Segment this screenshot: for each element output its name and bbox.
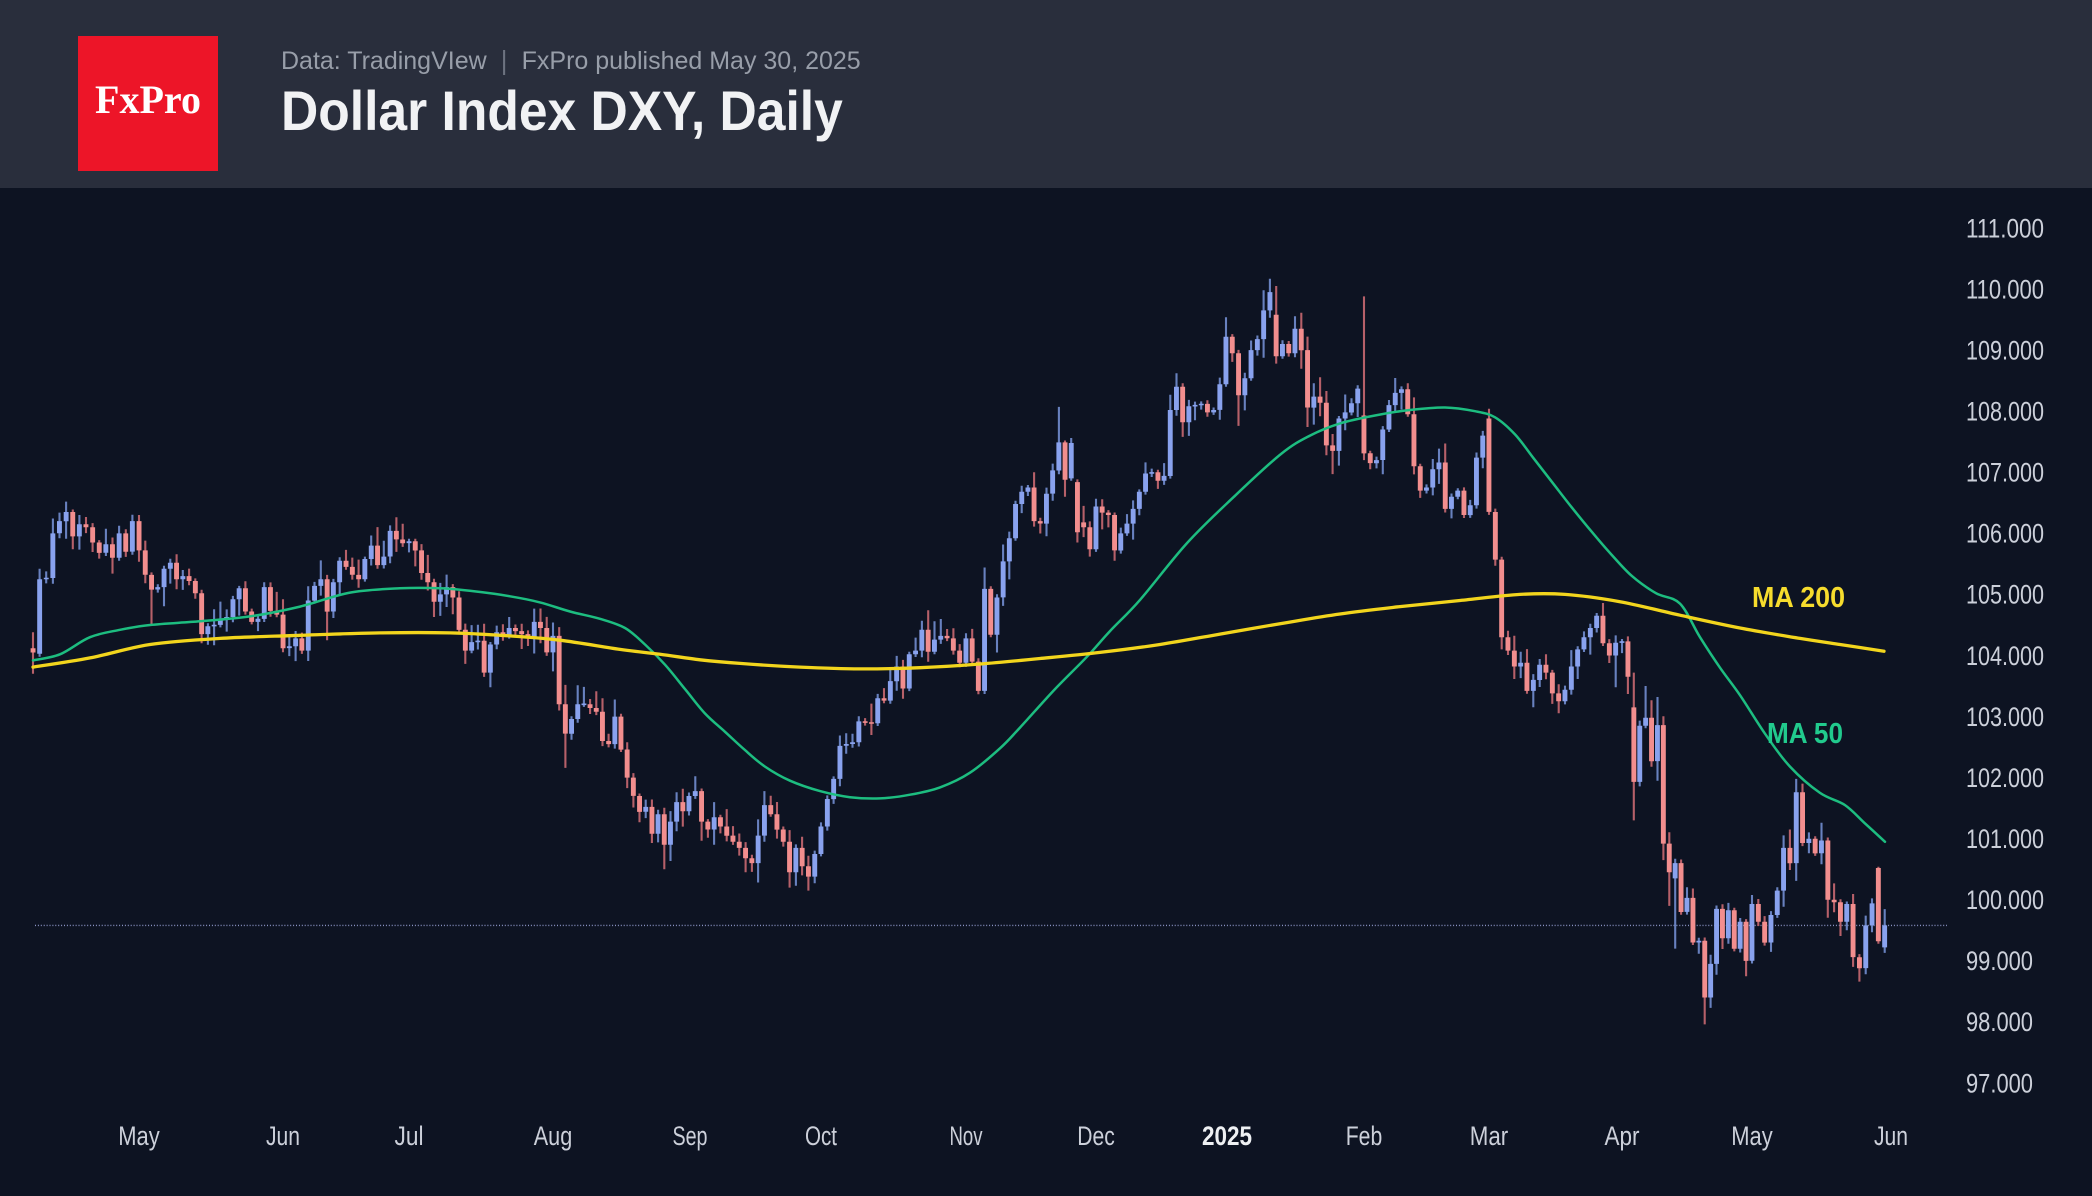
- svg-text:107.000: 107.000: [1966, 458, 2044, 488]
- svg-text:109.000: 109.000: [1966, 335, 2044, 365]
- svg-text:Feb: Feb: [1346, 1121, 1383, 1151]
- svg-text:101.000: 101.000: [1966, 824, 2044, 854]
- svg-text:102.000: 102.000: [1966, 763, 2044, 793]
- svg-text:105.000: 105.000: [1966, 580, 2044, 610]
- svg-text:98.000: 98.000: [1966, 1007, 2033, 1037]
- svg-text:Apr: Apr: [1605, 1121, 1640, 1151]
- svg-text:Mar: Mar: [1470, 1121, 1509, 1151]
- svg-text:MA 200: MA 200: [1752, 582, 1845, 614]
- svg-text:111.000: 111.000: [1966, 213, 2044, 243]
- svg-text:97.000: 97.000: [1966, 1068, 2033, 1098]
- svg-text:108.000: 108.000: [1966, 397, 2044, 427]
- svg-text:Aug: Aug: [534, 1121, 573, 1151]
- svg-text:Dec: Dec: [1077, 1121, 1115, 1151]
- svg-text:106.000: 106.000: [1966, 519, 2044, 549]
- svg-text:Jul: Jul: [395, 1121, 424, 1151]
- svg-text:104.000: 104.000: [1966, 641, 2044, 671]
- svg-text:Jun: Jun: [1874, 1121, 1908, 1151]
- svg-text:Sep: Sep: [673, 1121, 708, 1151]
- svg-text:MA 50: MA 50: [1767, 718, 1843, 750]
- svg-text:Jun: Jun: [266, 1121, 300, 1151]
- svg-text:103.000: 103.000: [1966, 702, 2044, 732]
- svg-text:99.000: 99.000: [1966, 946, 2033, 976]
- svg-text:May: May: [1731, 1121, 1773, 1151]
- svg-text:110.000: 110.000: [1966, 274, 2044, 304]
- svg-text:May: May: [118, 1121, 160, 1151]
- svg-text:2025: 2025: [1202, 1121, 1252, 1151]
- svg-text:100.000: 100.000: [1966, 885, 2044, 915]
- svg-text:Nov: Nov: [950, 1121, 983, 1151]
- svg-text:Oct: Oct: [805, 1121, 837, 1151]
